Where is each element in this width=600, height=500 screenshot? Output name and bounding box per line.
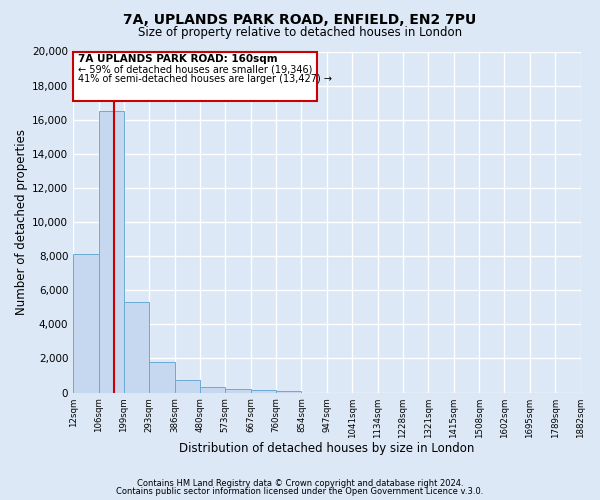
X-axis label: Distribution of detached houses by size in London: Distribution of detached houses by size … (179, 442, 475, 455)
Bar (124, 302, 149, 392)
Text: 7A, UPLANDS PARK ROAD, ENFIELD, EN2 7PU: 7A, UPLANDS PARK ROAD, ENFIELD, EN2 7PU (124, 12, 476, 26)
Bar (149, 362, 175, 392)
Text: Contains HM Land Registry data © Crown copyright and database right 2024.: Contains HM Land Registry data © Crown c… (137, 478, 463, 488)
Bar (98, 111, 124, 392)
Bar (73, 254, 98, 392)
Bar (226, 389, 251, 392)
Bar (276, 391, 301, 392)
Bar (175, 380, 200, 392)
Y-axis label: Number of detached properties: Number of detached properties (15, 129, 28, 315)
Text: Size of property relative to detached houses in London: Size of property relative to detached ho… (138, 26, 462, 39)
Text: ← 59% of detached houses are smaller (19,346): ← 59% of detached houses are smaller (19… (78, 64, 313, 74)
Text: 41% of semi-detached houses are larger (13,427) →: 41% of semi-detached houses are larger (… (78, 74, 332, 85)
Bar (200, 388, 226, 392)
Bar (251, 390, 276, 392)
Text: Contains public sector information licensed under the Open Government Licence v.: Contains public sector information licen… (116, 487, 484, 496)
FancyBboxPatch shape (73, 52, 317, 101)
Text: 7A UPLANDS PARK ROAD: 160sqm: 7A UPLANDS PARK ROAD: 160sqm (78, 54, 278, 64)
